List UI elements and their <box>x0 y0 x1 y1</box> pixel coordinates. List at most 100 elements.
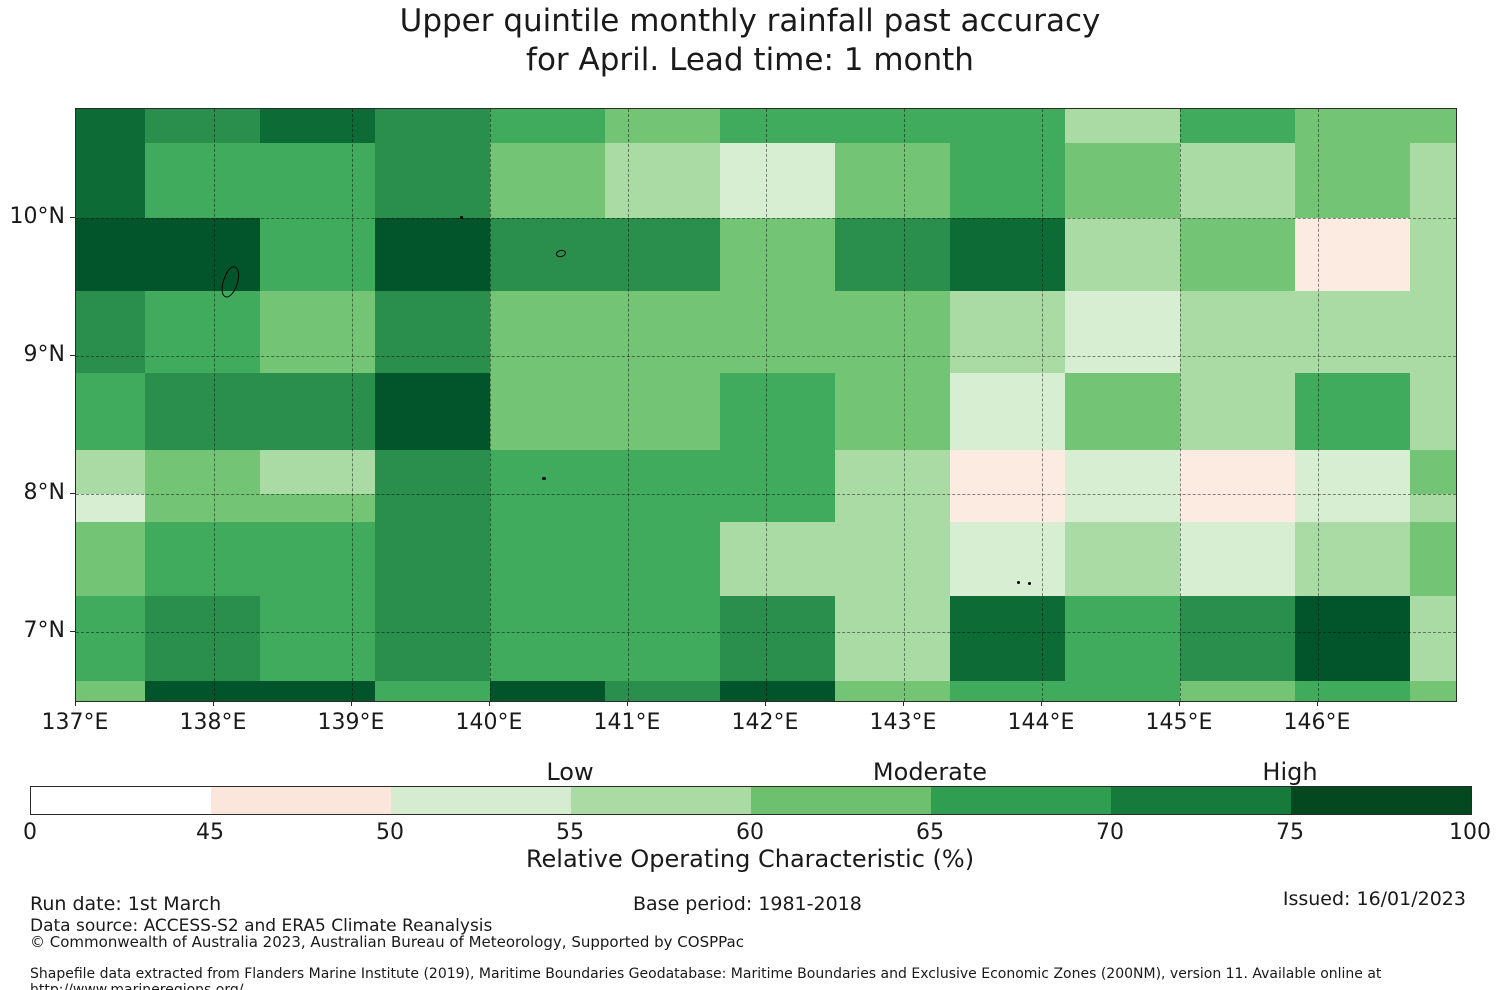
colorbar-tick-label: 45 <box>196 820 224 845</box>
colorbar-category-label: High <box>1262 758 1318 786</box>
heatmap-cell <box>76 681 145 701</box>
heatmap-cell <box>490 143 605 218</box>
heatmap-cell <box>76 373 145 450</box>
gridline-horizontal <box>76 356 1456 357</box>
heatmap-cell <box>375 681 490 701</box>
heatmap-cell <box>605 450 720 494</box>
heatmap-cell <box>1180 218 1295 291</box>
heatmap-cell <box>950 494 1065 522</box>
colorbar-tick-label: 60 <box>736 820 764 845</box>
heatmap-cell <box>1410 681 1456 701</box>
heatmap-cell <box>950 681 1065 701</box>
heatmap-cell <box>1410 494 1456 522</box>
colorbar-tick-label: 75 <box>1276 820 1304 845</box>
heatmap-cell <box>145 450 260 494</box>
heatmap-cell <box>1295 373 1410 450</box>
x-tick-label: 139°E <box>317 710 385 735</box>
y-tick-label: 10°N <box>9 204 65 229</box>
gridline-vertical <box>766 109 767 701</box>
heatmap-cell <box>76 522 145 596</box>
x-tick-label: 142°E <box>731 710 799 735</box>
heatmap-cell <box>145 596 260 681</box>
heatmap-cell <box>260 109 375 143</box>
x-tick-mark <box>1179 701 1180 706</box>
colorbar-segment <box>751 787 931 814</box>
data-source-label: Data source: ACCESS-S2 and ERA5 Climate … <box>30 916 493 936</box>
heatmap-cell <box>1295 681 1410 701</box>
x-tick-mark <box>75 701 76 706</box>
heatmap-cell <box>260 291 375 373</box>
y-tick-label: 7°N <box>23 618 65 643</box>
copyright-label: © Commonwealth of Australia 2023, Austra… <box>30 933 744 951</box>
heatmap-cell <box>720 522 835 596</box>
x-tick-mark <box>1317 701 1318 706</box>
x-tick-label: 140°E <box>455 710 523 735</box>
heatmap-cell <box>950 522 1065 596</box>
heatmap-cell <box>375 522 490 596</box>
islet-icon <box>1028 582 1031 585</box>
heatmap-cell <box>76 143 145 218</box>
heatmap-cell <box>1410 218 1456 291</box>
colorbar-tick-label: 70 <box>1096 820 1124 845</box>
colorbar-tick-label: 0 <box>23 820 37 845</box>
heatmap-cell <box>720 494 835 522</box>
heatmap-cell <box>950 450 1065 494</box>
colorbar-tick-label: 100 <box>1449 820 1491 845</box>
heatmap-cell <box>76 109 145 143</box>
heatmap-cell <box>835 291 950 373</box>
heatmap-cell <box>260 681 375 701</box>
y-tick-mark <box>70 355 75 356</box>
gridline-vertical <box>628 109 629 701</box>
heatmap-cell <box>1410 291 1456 373</box>
heatmap-cell <box>1410 143 1456 218</box>
heatmap-cell <box>375 109 490 143</box>
heatmap-cell <box>260 596 375 681</box>
shapefile-note: Shapefile data extracted from Flanders M… <box>30 966 1382 990</box>
heatmap-cell <box>260 218 375 291</box>
heatmap-plot-area <box>75 108 1457 702</box>
heatmap-cell <box>145 143 260 218</box>
heatmap-cell <box>1295 596 1410 681</box>
heatmap-cell <box>145 109 260 143</box>
y-tick-mark <box>70 493 75 494</box>
x-tick-label: 138°E <box>179 710 247 735</box>
run-date-label: Run date: 1st March <box>30 893 222 915</box>
heatmap-cell <box>950 218 1065 291</box>
islet-icon <box>542 477 546 480</box>
heatmap-cell <box>1295 522 1410 596</box>
heatmap-cell <box>720 218 835 291</box>
heatmap-cell <box>375 291 490 373</box>
colorbar-tick-label: 55 <box>556 820 584 845</box>
colorbar-segment <box>931 787 1111 814</box>
colorbar-segment <box>571 787 751 814</box>
colorbar-category-label: Moderate <box>872 758 988 786</box>
colorbar-category-label: Low <box>546 758 594 786</box>
heatmap-cell <box>375 494 490 522</box>
heatmap-cell <box>720 596 835 681</box>
heatmap-cell <box>1180 109 1295 143</box>
heatmap-cell <box>605 522 720 596</box>
heatmap-cell <box>375 596 490 681</box>
gridline-vertical <box>1318 109 1319 701</box>
gridline-horizontal <box>76 494 1456 495</box>
heatmap-cell <box>835 450 950 494</box>
colorbar-segment <box>1111 787 1291 814</box>
heatmap-cell <box>950 373 1065 450</box>
heatmap-cell <box>76 494 145 522</box>
heatmap-cell <box>375 373 490 450</box>
x-tick-label: 146°E <box>1283 710 1351 735</box>
gridline-vertical <box>352 109 353 701</box>
heatmap-cell <box>605 218 720 291</box>
heatmap-cell <box>1065 522 1180 596</box>
heatmap-cell <box>1180 494 1295 522</box>
chart-title-line1: Upper quintile monthly rainfall past acc… <box>399 3 1101 39</box>
heatmap-cell <box>260 522 375 596</box>
x-tick-mark <box>351 701 352 706</box>
colorbar-segment <box>31 787 211 814</box>
heatmap-cell <box>1410 373 1456 450</box>
heatmap-cell <box>1295 450 1410 494</box>
heatmap-cell <box>260 143 375 218</box>
y-tick-mark <box>70 631 75 632</box>
x-tick-mark <box>903 701 904 706</box>
heatmap-cell <box>1295 291 1410 373</box>
